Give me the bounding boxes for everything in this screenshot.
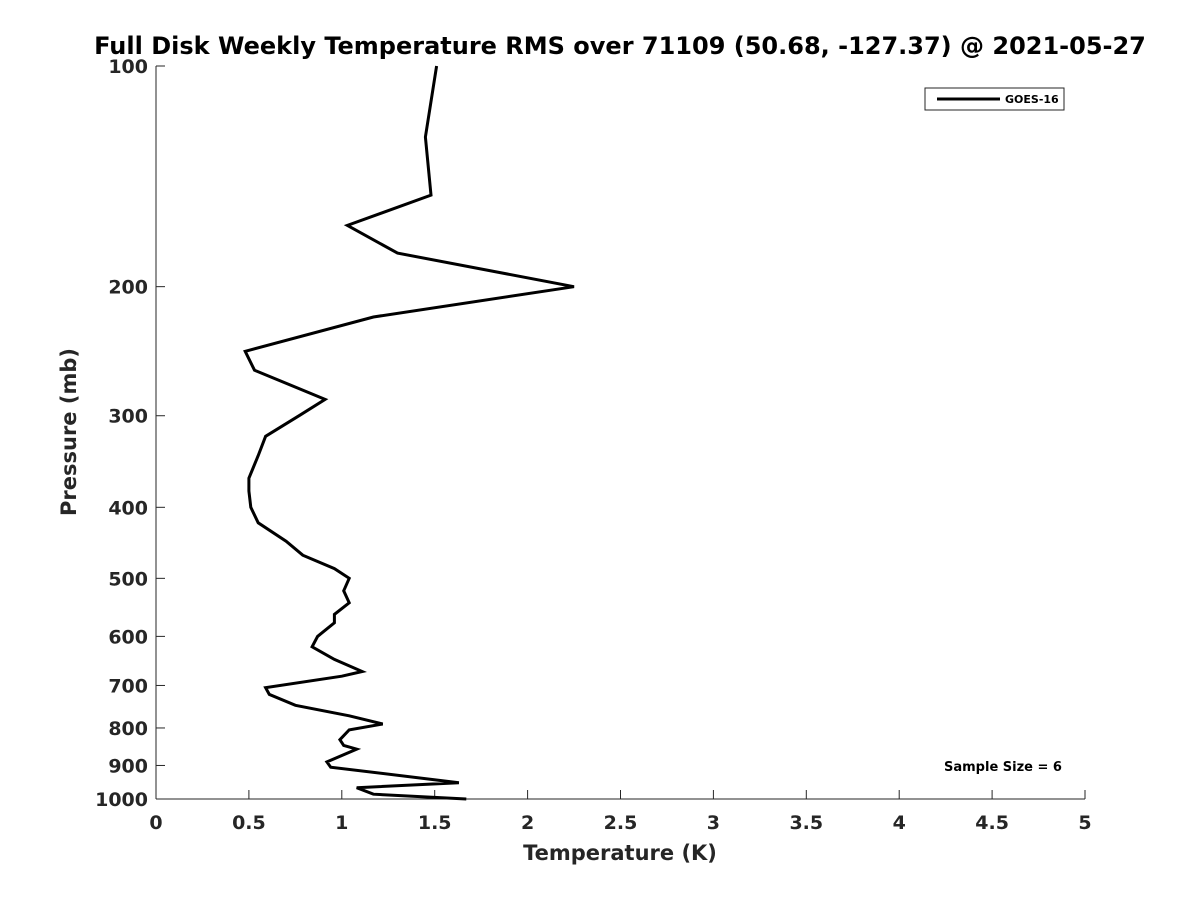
y-tick-label: 400 (108, 497, 148, 519)
y-tick-label: 1000 (95, 789, 148, 811)
x-tick-label: 3.5 (789, 812, 823, 834)
y-tick-label: 100 (108, 56, 148, 78)
y-tick-label: 300 (108, 406, 148, 428)
legend-label-goes-16: GOES-16 (1005, 93, 1059, 106)
y-axis-ticks: 100 200 300 400 500 600 700 800 900 1000 (95, 56, 165, 811)
y-tick-label: 800 (108, 718, 148, 740)
chart-title: Full Disk Weekly Temperature RMS over 71… (94, 32, 1146, 60)
x-tick-label: 1.5 (418, 812, 452, 834)
x-tick-label: 1 (335, 812, 348, 834)
x-axis-ticks: 0 0.5 1 1.5 2 2.5 3 3.5 4 4.5 5 (149, 790, 1092, 834)
y-tick-label: 500 (108, 568, 148, 590)
legend: GOES-16 (924, 87, 1065, 111)
x-tick-label: 2 (521, 812, 534, 834)
series-layer (243, 65, 575, 801)
y-tick-label: 700 (108, 675, 148, 697)
x-tick-label: 0 (149, 812, 162, 834)
y-tick-label: 600 (108, 626, 148, 648)
sample-size-annotation: Sample Size = 6 (944, 760, 1062, 775)
y-axis-label: Pressure (mb) (57, 348, 81, 516)
x-tick-label: 2.5 (604, 812, 638, 834)
y-tick-label: 900 (108, 755, 148, 777)
series-line-goes-16 (243, 65, 575, 801)
x-tick-label: 0.5 (232, 812, 266, 834)
x-tick-label: 3 (707, 812, 720, 834)
x-tick-label: 4 (893, 812, 906, 834)
x-tick-label: 4.5 (975, 812, 1009, 834)
y-tick-label: 200 (108, 277, 148, 299)
plot-area (155, 66, 1085, 800)
x-axis-label: Temperature (K) (523, 841, 717, 865)
x-tick-label: 5 (1078, 812, 1091, 834)
